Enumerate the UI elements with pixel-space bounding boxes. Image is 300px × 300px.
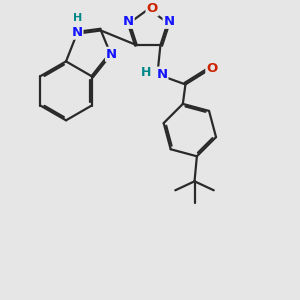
Text: N: N <box>122 15 134 28</box>
Text: H: H <box>141 66 152 79</box>
Text: N: N <box>164 15 175 28</box>
Text: O: O <box>146 2 158 16</box>
Text: N: N <box>156 68 167 81</box>
Text: N: N <box>106 48 117 61</box>
Text: N: N <box>71 26 82 39</box>
Text: O: O <box>206 62 218 75</box>
Text: H: H <box>73 13 82 23</box>
